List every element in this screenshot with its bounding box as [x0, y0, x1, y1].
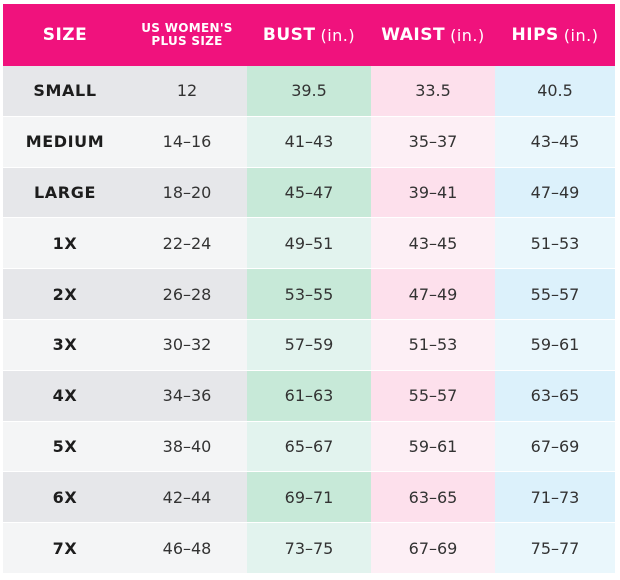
- cell-waist: 59–61: [371, 421, 495, 473]
- header-waist-label: WAIST: [381, 25, 446, 45]
- cell-us-size: 26–28: [127, 269, 247, 320]
- cell-hips: 67–69: [495, 421, 615, 473]
- header-bust-unit: (in.): [320, 25, 356, 45]
- cell-us-size: 14–16: [127, 116, 247, 168]
- header-bust: BUST (in.): [247, 4, 371, 66]
- cell-us-size: 42–44: [127, 472, 247, 524]
- cell-size: 3X: [3, 319, 127, 371]
- cell-waist: 67–69: [371, 523, 495, 574]
- cell-size: 6X: [3, 472, 127, 524]
- cell-bust: 41–43: [247, 116, 371, 168]
- cell-bust: 65–67: [247, 421, 371, 473]
- cell-waist: 47–49: [371, 269, 495, 320]
- header-bust-label: BUST: [262, 25, 316, 45]
- cell-waist: 35–37: [371, 116, 495, 168]
- cell-hips: 59–61: [495, 319, 615, 371]
- header-waist: WAIST (in.): [371, 4, 495, 66]
- header-size-label: SIZE: [42, 25, 88, 45]
- cell-size: 1X: [3, 218, 127, 270]
- cell-bust: 45–47: [247, 167, 371, 219]
- size-chart-table: SIZE US WOMEN'S PLUS SIZE BUST (in.) WAI…: [3, 4, 615, 574]
- cell-size: 7X: [3, 523, 127, 574]
- cell-waist: 33.5: [371, 66, 495, 117]
- header-waist-unit: (in.): [450, 25, 485, 45]
- cell-size: MEDIUM: [3, 116, 127, 168]
- cell-us-size: 12: [127, 66, 247, 117]
- header-hips-unit: (in.): [563, 25, 599, 45]
- cell-size: 2X: [3, 269, 127, 320]
- cell-us-size: 34–36: [127, 370, 247, 422]
- cell-us-size: 38–40: [127, 421, 247, 473]
- cell-bust: 69–71: [247, 472, 371, 524]
- cell-bust: 53–55: [247, 269, 371, 320]
- cell-bust: 49–51: [247, 218, 371, 270]
- cell-size: SMALL: [3, 66, 127, 117]
- cell-waist: 63–65: [371, 472, 495, 524]
- cell-us-size: 18–20: [127, 167, 247, 219]
- cell-waist: 43–45: [371, 218, 495, 270]
- header-us-plus-size-label: US WOMEN'S PLUS SIZE: [141, 21, 233, 48]
- cell-bust: 73–75: [247, 523, 371, 574]
- header-us-plus-size: US WOMEN'S PLUS SIZE: [127, 4, 247, 66]
- cell-size: 4X: [3, 370, 127, 422]
- cell-hips: 47–49: [495, 167, 615, 219]
- cell-us-size: 30–32: [127, 319, 247, 371]
- cell-hips: 40.5: [495, 66, 615, 117]
- header-hips-label: HIPS: [511, 25, 559, 45]
- cell-us-size: 46–48: [127, 523, 247, 574]
- cell-waist: 39–41: [371, 167, 495, 219]
- cell-bust: 57–59: [247, 319, 371, 371]
- cell-waist: 51–53: [371, 319, 495, 371]
- cell-bust: 61–63: [247, 370, 371, 422]
- cell-hips: 63–65: [495, 370, 615, 422]
- cell-size: LARGE: [3, 167, 127, 219]
- cell-hips: 51–53: [495, 218, 615, 270]
- cell-bust: 39.5: [247, 66, 371, 117]
- header-hips: HIPS (in.): [495, 4, 615, 66]
- cell-hips: 75–77: [495, 523, 615, 574]
- cell-waist: 55–57: [371, 370, 495, 422]
- cell-size: 5X: [3, 421, 127, 473]
- cell-hips: 55–57: [495, 269, 615, 320]
- cell-us-size: 22–24: [127, 218, 247, 270]
- cell-hips: 43–45: [495, 116, 615, 168]
- cell-hips: 71–73: [495, 472, 615, 524]
- header-size: SIZE: [3, 4, 127, 66]
